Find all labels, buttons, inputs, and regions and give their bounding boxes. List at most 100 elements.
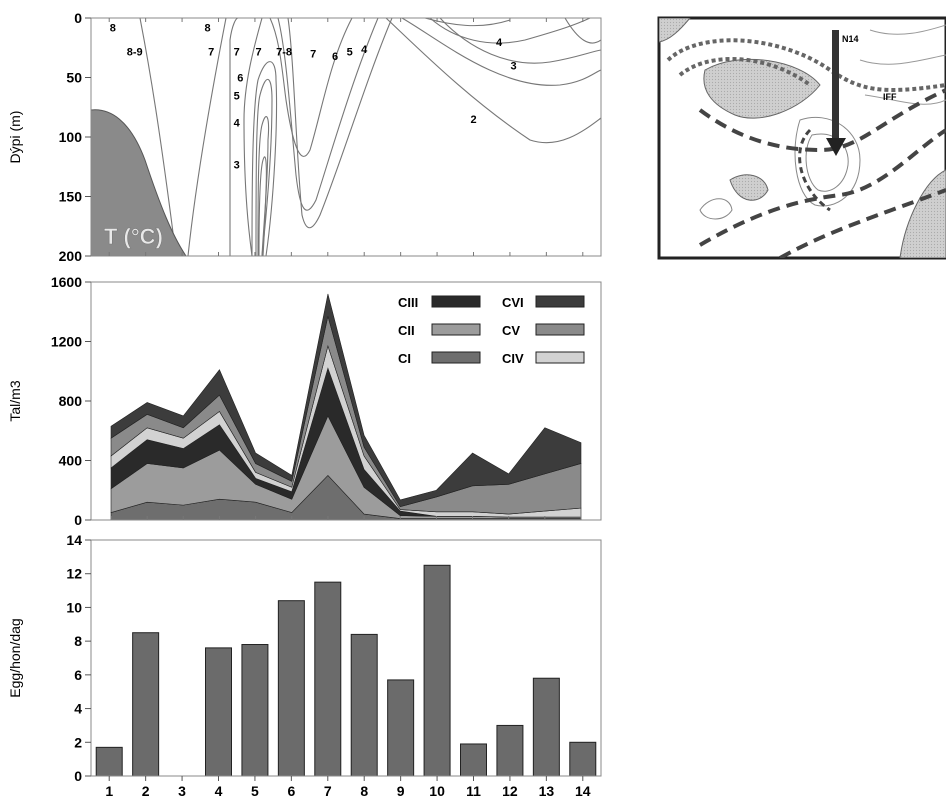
contour-label: 2: [470, 114, 476, 126]
contour-label: 8: [110, 23, 116, 35]
contour-label: 7: [208, 46, 214, 58]
land-shape: [729, 174, 769, 201]
contour-label: 7: [310, 49, 316, 61]
y-tick-label: 50: [66, 70, 82, 86]
x-tick-label: 2: [142, 783, 150, 799]
contour-line: [258, 156, 267, 256]
y-tick-label: 800: [59, 393, 83, 409]
contour-label: 8-9: [127, 46, 143, 58]
contour-label: 4: [496, 37, 503, 49]
y-tick-label: 0: [74, 768, 82, 784]
contour-line: [287, 18, 393, 229]
station-map: N14 IFF: [657, 16, 946, 260]
contour-label: 5: [234, 90, 240, 102]
legend-label: CII: [398, 323, 415, 338]
bar: [496, 724, 524, 777]
y-axis-label: Egg/hon/dag: [7, 618, 23, 697]
contour-line: [385, 18, 601, 144]
copepod-panel: 0 400 800 1200 1600 CIII CVI CII CV CI CIV Tal/m3: [7, 274, 602, 528]
front-dotted: [678, 57, 812, 87]
temperature-annotation: T (°C): [104, 224, 163, 249]
bar: [277, 600, 305, 777]
seabed-shape: [90, 109, 187, 257]
y-tick-label: 4: [74, 701, 82, 717]
legend-swatch: [535, 323, 585, 336]
contour-label: 4: [234, 118, 241, 130]
y-tick-label: 2: [74, 734, 82, 750]
x-tick-label: 14: [575, 783, 591, 799]
y-tick-label: 0: [74, 512, 82, 528]
contour-line: [429, 18, 591, 44]
station-label: N14: [842, 34, 859, 44]
legend-label: CV: [502, 323, 520, 338]
contour-label: 8: [205, 23, 211, 35]
bar: [532, 677, 560, 777]
y-axis-label: Dýpi (m): [7, 111, 23, 164]
contour-line: [187, 18, 227, 256]
bar: [132, 632, 160, 777]
x-tick-label: 3: [178, 783, 186, 799]
x-tick-label: 1: [105, 783, 113, 799]
y-tick-label: 150: [59, 189, 83, 205]
y-ticks: 0 400 800 1200 1600: [51, 274, 582, 528]
bar: [314, 581, 342, 777]
x-tick-label: 12: [502, 783, 518, 799]
x-tick-label: 13: [539, 783, 555, 799]
contour-line: [401, 18, 601, 86]
y-ticks: 0 2 4 6 8 10 12 14: [66, 532, 91, 784]
depth-contour: [859, 54, 946, 65]
y-tick-label: 8: [74, 633, 82, 649]
current-dashed: [798, 128, 831, 212]
bar: [350, 633, 378, 777]
y-tick-label: 1600: [51, 274, 82, 290]
contour-line: [255, 78, 273, 256]
y-tick-label: 6: [74, 667, 82, 683]
area-cvi: [110, 293, 582, 507]
station-transect-bar: [832, 30, 839, 140]
y-tick-label: 100: [59, 129, 83, 145]
contour-line: [269, 18, 353, 157]
y-tick-label: 0: [74, 10, 82, 26]
y-tick-label: 14: [66, 532, 82, 548]
depth-contour: [794, 116, 861, 207]
x-tick-label: 8: [360, 783, 368, 799]
bar-series: [95, 564, 597, 777]
contour-line: [277, 18, 379, 211]
legend-swatch: [431, 295, 481, 308]
contour-label: 7: [234, 46, 240, 58]
x-tick-label: 9: [397, 783, 405, 799]
current-dashed: [779, 188, 946, 258]
contour-line: [439, 18, 601, 64]
bar: [241, 644, 269, 777]
bar: [387, 679, 415, 777]
x-tick-label: 6: [287, 783, 295, 799]
legend-label: CIV: [502, 351, 524, 366]
contour-line: [139, 18, 177, 256]
legend-swatch: [535, 295, 585, 308]
depth-contour: [864, 94, 946, 105]
y-tick-label: 200: [59, 248, 83, 264]
contour-label: 3: [511, 61, 517, 73]
plot-frame: [90, 539, 602, 777]
contour-lines: [139, 18, 601, 256]
y-tick-label: 1200: [51, 334, 82, 350]
arrow-icon: [826, 138, 846, 156]
bar: [423, 564, 451, 777]
contour-line: [243, 18, 263, 256]
current-dashed: [698, 88, 946, 153]
y-axis-label: Tal/m3: [7, 380, 23, 421]
x-tick-label: 4: [215, 783, 223, 799]
contour-label: 3: [234, 159, 240, 171]
land-shape: [703, 58, 821, 119]
x-tick-label: 11: [466, 783, 481, 799]
contour-label: 7-8: [276, 46, 292, 58]
land-shape: [659, 18, 691, 43]
bar: [205, 647, 232, 777]
contour-label: 6: [237, 73, 243, 85]
legend-swatch: [431, 323, 481, 336]
front-label: IFF: [883, 92, 897, 102]
x-ticks: 1 2 3 4 5 6 7 8 9 10 11 12 13 14: [105, 776, 591, 799]
contour-line: [251, 61, 278, 256]
